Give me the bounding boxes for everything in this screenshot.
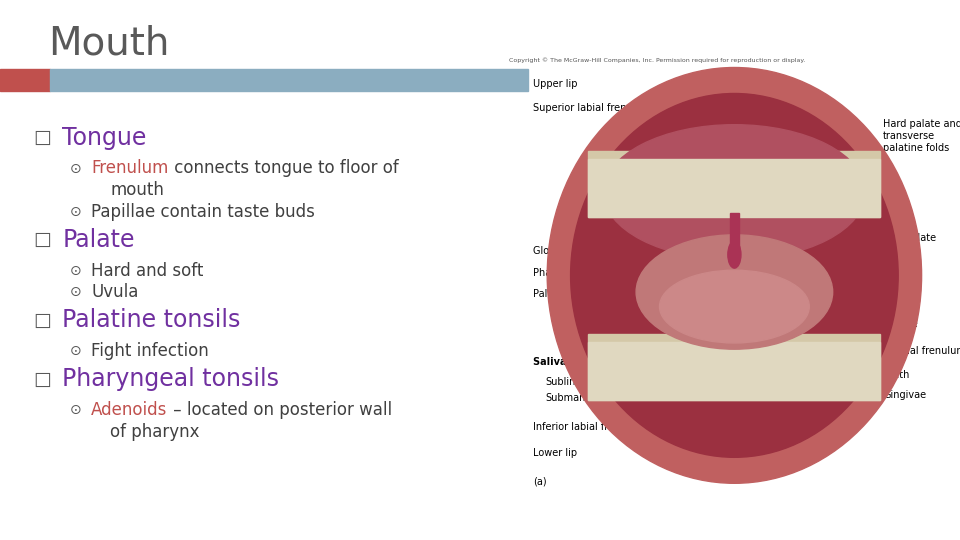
Text: palatine folds: palatine folds [883,143,949,153]
Text: Inferior labial frenulum: Inferior labial frenulum [533,422,645,431]
Text: ⊙: ⊙ [70,344,82,358]
Text: ⊙: ⊙ [70,205,82,219]
Text: Lower lip: Lower lip [533,448,577,457]
Bar [0,69,50,91]
Text: Papillae contain taste buds: Papillae contain taste buds [91,202,315,221]
Text: □: □ [34,230,52,249]
Bar [588,159,880,217]
Text: Fauces: Fauces [883,267,917,277]
Ellipse shape [636,235,832,349]
Text: Hard and soft: Hard and soft [91,261,204,280]
Text: Adenoids: Adenoids [91,401,168,420]
Text: Submandibular: Submandibular [545,393,620,403]
Text: – located on posterior wall: – located on posterior wall [168,401,392,420]
Text: □: □ [34,369,52,389]
Ellipse shape [603,125,865,260]
Text: (a): (a) [533,477,546,487]
Bar [588,334,880,400]
Text: Hard palate and: Hard palate and [883,119,960,129]
Text: Superior labial frenulum: Superior labial frenulum [533,103,651,113]
Text: Palate: Palate [62,228,135,252]
Text: ⊙: ⊙ [70,285,82,299]
Text: Palatine tonsils: Palatine tonsils [62,308,241,332]
Text: mouth: mouth [110,181,164,199]
Text: Palatine tonsil: Palatine tonsil [533,289,602,299]
Text: Frenulum: Frenulum [91,159,169,178]
Text: Tongue: Tongue [883,319,918,329]
Text: connects tongue to floor of: connects tongue to floor of [169,159,398,178]
Text: Tongue: Tongue [62,126,147,150]
Text: Mouth: Mouth [48,24,169,62]
Bar [50,69,528,91]
Ellipse shape [728,241,741,268]
Bar [588,151,880,217]
Text: Lingual frenulum: Lingual frenulum [883,346,960,356]
Text: Glossopalatine arch: Glossopalatine arch [533,246,630,256]
Bar [588,342,880,400]
Text: Soft palate: Soft palate [883,233,936,242]
Ellipse shape [547,68,922,483]
Text: Gingivae: Gingivae [883,390,926,400]
Ellipse shape [570,93,899,457]
Text: transverse: transverse [883,131,935,141]
Text: Uvula: Uvula [91,283,138,301]
Text: Copyright © The McGraw-Hill Companies, Inc. Permission required for reproduction: Copyright © The McGraw-Hill Companies, I… [510,58,805,63]
Text: Salivary duct orifices: Salivary duct orifices [533,357,650,367]
Text: □: □ [34,128,52,147]
Text: ⊙: ⊙ [70,161,82,176]
Text: Pharyngeal tonsils: Pharyngeal tonsils [62,367,279,391]
Ellipse shape [660,270,809,343]
Text: of pharynx: of pharynx [110,423,200,441]
Text: Teeth: Teeth [883,370,909,380]
Text: Fight infection: Fight infection [91,342,209,360]
Text: □: □ [34,310,52,330]
Text: Sublingual: Sublingual [545,377,597,387]
Text: ⊙: ⊙ [70,264,82,278]
Text: Pharyngopalatine arch: Pharyngopalatine arch [533,268,643,278]
Text: Upper lip: Upper lip [533,79,577,89]
Text: ⊙: ⊙ [70,403,82,417]
Bar [730,213,739,255]
Text: Uvula: Uvula [883,250,911,260]
